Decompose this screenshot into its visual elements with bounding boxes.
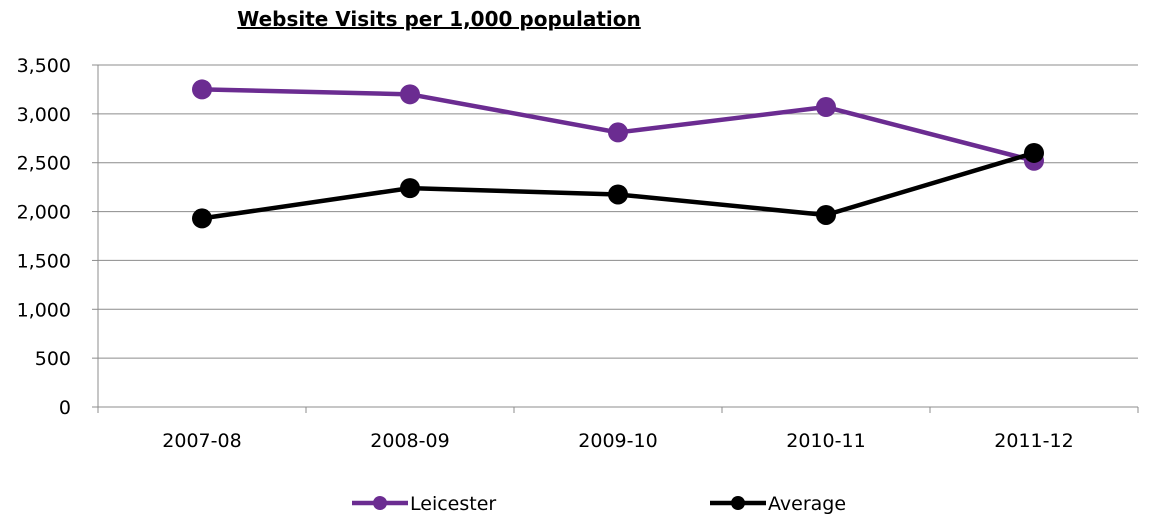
data-point — [608, 122, 628, 143]
x-axis-ticks: 2007-08 2008-09 2009-10 2010-11 2011-12 — [162, 430, 1073, 452]
y-tick-label: 3,000 — [17, 104, 71, 126]
data-point — [1024, 142, 1044, 163]
y-axis-ticks: 0 500 1,000 1,500 2,000 2,500 3,000 3,500 — [17, 55, 71, 419]
data-point — [192, 208, 212, 229]
y-tick-label: 0 — [59, 397, 71, 419]
y-tick-label: 1,500 — [17, 250, 71, 272]
legend: Leicester Average — [352, 493, 846, 515]
x-tick-label: 2011-12 — [994, 430, 1073, 452]
y-tick-label: 2,000 — [17, 202, 71, 224]
data-point — [192, 79, 212, 100]
data-point — [816, 204, 836, 225]
legend-label: Average — [768, 493, 846, 515]
x-tick-label: 2008-09 — [370, 430, 449, 452]
legend-item-leicester: Leicester — [352, 493, 496, 515]
series-average — [192, 142, 1044, 229]
gridlines — [98, 64, 1138, 359]
axes — [92, 64, 1139, 413]
legend-marker — [731, 496, 745, 510]
data-point — [608, 184, 628, 205]
y-tick-label: 2,500 — [17, 153, 71, 175]
legend-label: Leicester — [410, 493, 496, 515]
y-tick-label: 1,000 — [17, 299, 71, 321]
y-tick-label: 3,500 — [17, 55, 71, 77]
x-tick-label: 2010-11 — [786, 430, 865, 452]
chart-title: Website Visits per 1,000 population — [237, 7, 641, 31]
legend-item-average: Average — [710, 493, 846, 515]
x-tick-label: 2009-10 — [578, 430, 657, 452]
data-point — [816, 97, 836, 118]
data-point — [400, 178, 420, 199]
data-point — [400, 84, 420, 105]
legend-marker — [373, 496, 387, 510]
y-tick-label: 500 — [35, 348, 71, 370]
x-tick-label: 2007-08 — [162, 430, 241, 452]
series-leicester — [192, 79, 1044, 171]
series-group — [192, 79, 1044, 229]
